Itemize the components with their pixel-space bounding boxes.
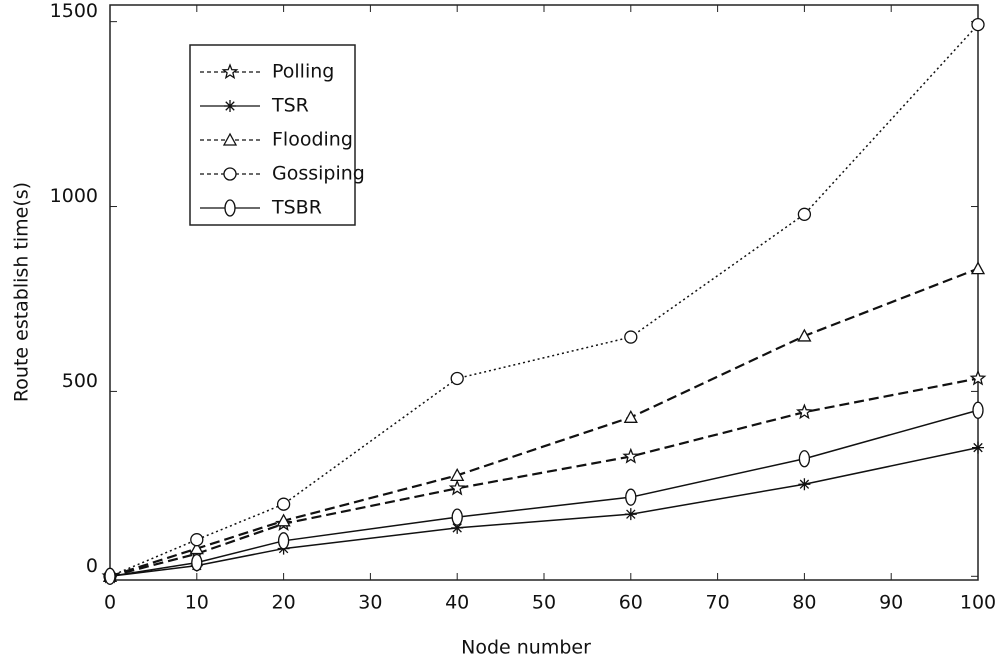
x-tick-label: 70 [706,592,730,614]
x-axis-label: Node number [461,637,591,659]
legend-marker [223,167,237,181]
point [622,447,640,464]
x-tick-label: 20 [272,592,296,614]
legend-marker [224,199,236,217]
x-tick-label: 60 [619,592,643,614]
point [190,533,204,547]
point [797,328,812,342]
legend-label: TSBR [271,197,322,219]
point [797,207,812,221]
point [451,521,464,534]
point [625,488,637,506]
point [798,478,811,491]
point [276,497,291,511]
x-tick-label: 40 [445,592,469,614]
legend-box [189,44,356,226]
legend-label: TSR [271,95,309,117]
point [450,371,464,386]
y-tick-label: 1000 [50,185,98,207]
point [624,330,638,344]
series-line [109,377,979,578]
legend-marker [221,63,239,80]
point [972,441,984,454]
series-line [109,267,979,578]
point [970,261,986,275]
y-tick-label: 1500 [50,0,98,22]
point [451,508,463,526]
point [276,513,291,527]
y-tick-label: 500 [62,370,98,392]
point [277,532,290,550]
point [624,508,637,521]
legend-label: Gossiping [272,163,365,185]
x-tick-label: 0 [104,592,116,614]
legend-marker [222,132,238,146]
x-tick-label: 50 [532,592,556,614]
point [191,553,203,572]
x-tick-label: 100 [960,592,996,614]
point [798,450,811,468]
legend-label: Flooding [272,129,353,151]
point [971,17,985,32]
x-tick-label: 30 [358,592,382,614]
y-axis-label: Route establish time(s) [11,182,33,402]
legend-label: Polling [272,61,334,83]
point [448,479,466,496]
series-line [109,409,979,578]
y-tick-label: 0 [86,555,98,577]
point [972,401,984,419]
point [189,541,204,555]
point [450,467,465,482]
point [969,369,987,386]
legend-marker [224,100,236,112]
point [104,567,116,585]
point [795,403,813,420]
x-tick-label: 90 [879,592,903,614]
x-tick-label: 10 [185,592,209,614]
x-tick-label: 80 [792,592,816,614]
series-line [109,446,979,578]
point [623,409,638,423]
